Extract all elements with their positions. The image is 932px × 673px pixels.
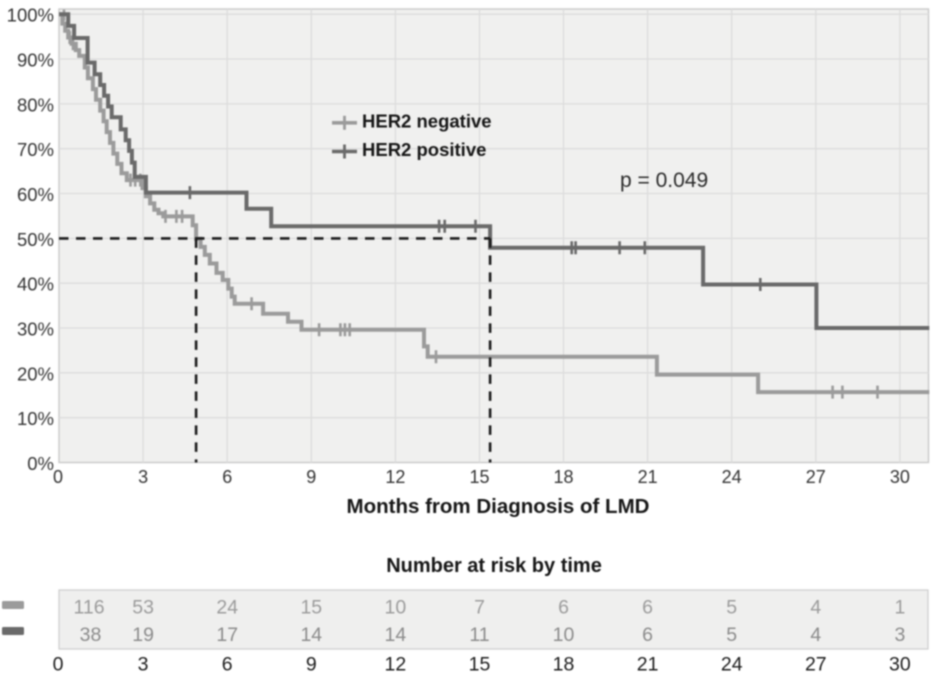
svg-text:12: 12	[385, 654, 407, 673]
svg-text:0: 0	[53, 654, 64, 673]
svg-text:3: 3	[894, 624, 905, 646]
svg-text:1: 1	[894, 597, 905, 619]
svg-text:6: 6	[222, 654, 233, 673]
svg-text:18: 18	[553, 467, 573, 487]
svg-text:14: 14	[385, 624, 407, 646]
svg-text:HER2 positive: HER2 positive	[362, 139, 486, 160]
svg-text:30: 30	[889, 654, 911, 673]
svg-text:10: 10	[553, 624, 575, 646]
svg-text:27: 27	[805, 654, 827, 673]
svg-text:HER2 negative: HER2 negative	[362, 111, 492, 132]
svg-text:100%: 100%	[7, 5, 54, 26]
svg-text:116: 116	[73, 597, 104, 619]
svg-text:11: 11	[469, 624, 489, 646]
svg-text:21: 21	[638, 467, 658, 487]
svg-text:5: 5	[726, 597, 737, 619]
svg-text:10: 10	[385, 597, 407, 619]
svg-text:0: 0	[53, 467, 63, 487]
svg-text:0%: 0%	[27, 453, 54, 474]
svg-text:90%: 90%	[17, 50, 54, 71]
svg-text:21: 21	[637, 654, 659, 673]
svg-text:30: 30	[890, 467, 910, 487]
svg-text:10%: 10%	[17, 408, 54, 429]
svg-text:5: 5	[726, 624, 737, 646]
svg-text:20%: 20%	[17, 363, 54, 384]
svg-text:3: 3	[138, 467, 148, 487]
svg-text:15: 15	[300, 597, 322, 619]
svg-text:6: 6	[642, 624, 653, 646]
svg-text:15: 15	[469, 467, 489, 487]
svg-text:3: 3	[138, 654, 149, 673]
svg-text:60%: 60%	[17, 184, 54, 205]
svg-text:6: 6	[222, 467, 232, 487]
svg-text:14: 14	[300, 624, 322, 646]
svg-text:4: 4	[810, 597, 821, 619]
svg-text:p = 0.049: p = 0.049	[620, 169, 708, 192]
svg-text:Months from Diagnosis of LMD: Months from Diagnosis of LMD	[347, 495, 650, 518]
svg-text:40%: 40%	[17, 274, 54, 295]
svg-text:6: 6	[642, 597, 653, 619]
svg-text:9: 9	[306, 654, 317, 673]
svg-text:9: 9	[306, 467, 316, 487]
svg-text:4: 4	[810, 624, 821, 646]
svg-text:19: 19	[132, 624, 154, 646]
svg-text:17: 17	[216, 624, 238, 646]
svg-text:24: 24	[721, 654, 743, 673]
svg-text:18: 18	[553, 654, 575, 673]
svg-text:12: 12	[385, 467, 405, 487]
svg-text:24: 24	[216, 597, 238, 619]
svg-text:50%: 50%	[17, 229, 54, 250]
svg-text:38: 38	[80, 624, 102, 646]
svg-text:24: 24	[722, 467, 742, 487]
svg-text:53: 53	[132, 597, 154, 619]
svg-text:7: 7	[474, 597, 485, 619]
svg-text:27: 27	[806, 467, 826, 487]
svg-text:15: 15	[469, 654, 491, 673]
svg-text:80%: 80%	[17, 94, 54, 115]
svg-text:6: 6	[558, 597, 569, 619]
svg-text:30%: 30%	[17, 319, 54, 340]
svg-text:Number at risk by time: Number at risk by time	[386, 555, 602, 577]
svg-text:70%: 70%	[17, 139, 54, 160]
